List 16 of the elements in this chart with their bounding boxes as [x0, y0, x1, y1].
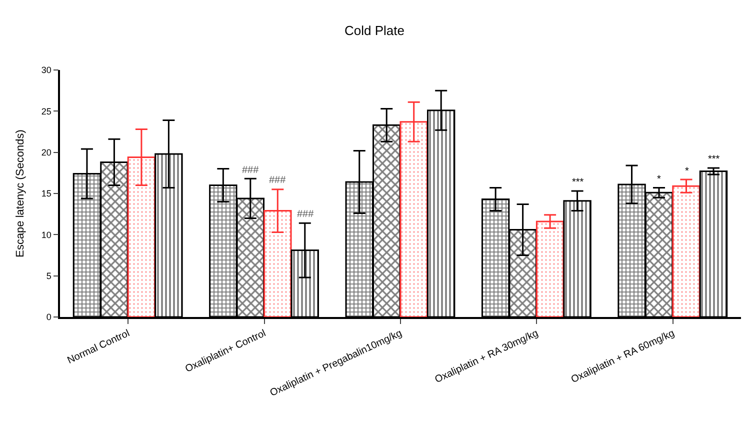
data-label: *** — [572, 177, 584, 188]
data-label: * — [685, 166, 689, 177]
y-tick-label: 30 — [41, 65, 52, 76]
y-tick-label: 15 — [41, 188, 52, 199]
y-tick-label: 10 — [41, 230, 52, 240]
y-axis-title: Escape latenyc (Seconds) — [14, 130, 27, 258]
data-label: ### — [297, 209, 314, 220]
chart-title: Cold Plate — [344, 23, 404, 38]
y-tick-label: 25 — [41, 106, 52, 116]
y-tick-label: 0 — [46, 312, 52, 322]
y-tick-label: 20 — [41, 147, 52, 158]
data-label: ### — [269, 175, 286, 186]
y-tick-label: 5 — [46, 270, 52, 281]
data-label: * — [657, 174, 661, 185]
data-label: *** — [708, 154, 720, 165]
data-label: ### — [242, 165, 260, 176]
